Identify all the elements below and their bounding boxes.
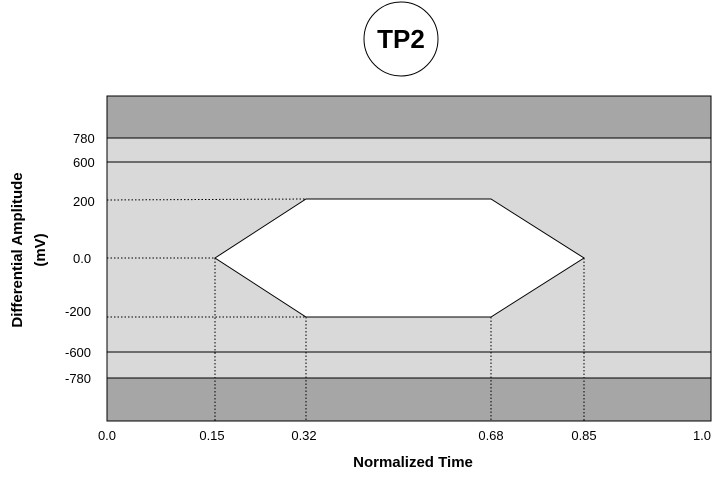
lower-dark-region xyxy=(107,378,711,421)
eye-mask-hexagon xyxy=(214,198,585,318)
x-tick-label: 1.0 xyxy=(693,428,711,443)
x-tick-labels: 0.0 0.15 0.32 0.68 0.85 1.0 xyxy=(98,428,711,443)
x-tick-label: 0.85 xyxy=(571,428,596,443)
y-tick-label: -780 xyxy=(65,371,91,386)
x-tick-label: 0.0 xyxy=(98,428,116,443)
badge-label: TP2 xyxy=(377,24,425,54)
leader-lines xyxy=(106,198,585,421)
y-tick-label: 0.0 xyxy=(73,251,91,266)
x-tick-label: 0.15 xyxy=(199,428,224,443)
plot-frame xyxy=(106,95,712,422)
y-tick-label: -600 xyxy=(65,345,91,360)
y-tick-label: -200 xyxy=(65,304,91,319)
x-tick-label: 0.68 xyxy=(478,428,503,443)
tp2-badge: TP2 xyxy=(363,1,439,77)
x-axis-title: Normalized Time xyxy=(353,454,473,471)
y-axis-title-line2: (mV) xyxy=(32,233,49,266)
x-tick-label: 0.32 xyxy=(291,428,316,443)
y-tick-label: 600 xyxy=(73,155,95,170)
upper-dark-region xyxy=(107,96,711,138)
y-tick-label: 780 xyxy=(73,131,95,146)
y-tick-labels: 780 600 200 0.0 -200 -600 -780 xyxy=(65,131,95,386)
leader-200 xyxy=(106,198,307,201)
y-tick-label: 200 xyxy=(73,194,95,209)
badge-circle xyxy=(363,1,439,77)
limit-lines xyxy=(107,137,711,379)
y-axis-title-line1: Differential Amplitude xyxy=(9,172,26,327)
